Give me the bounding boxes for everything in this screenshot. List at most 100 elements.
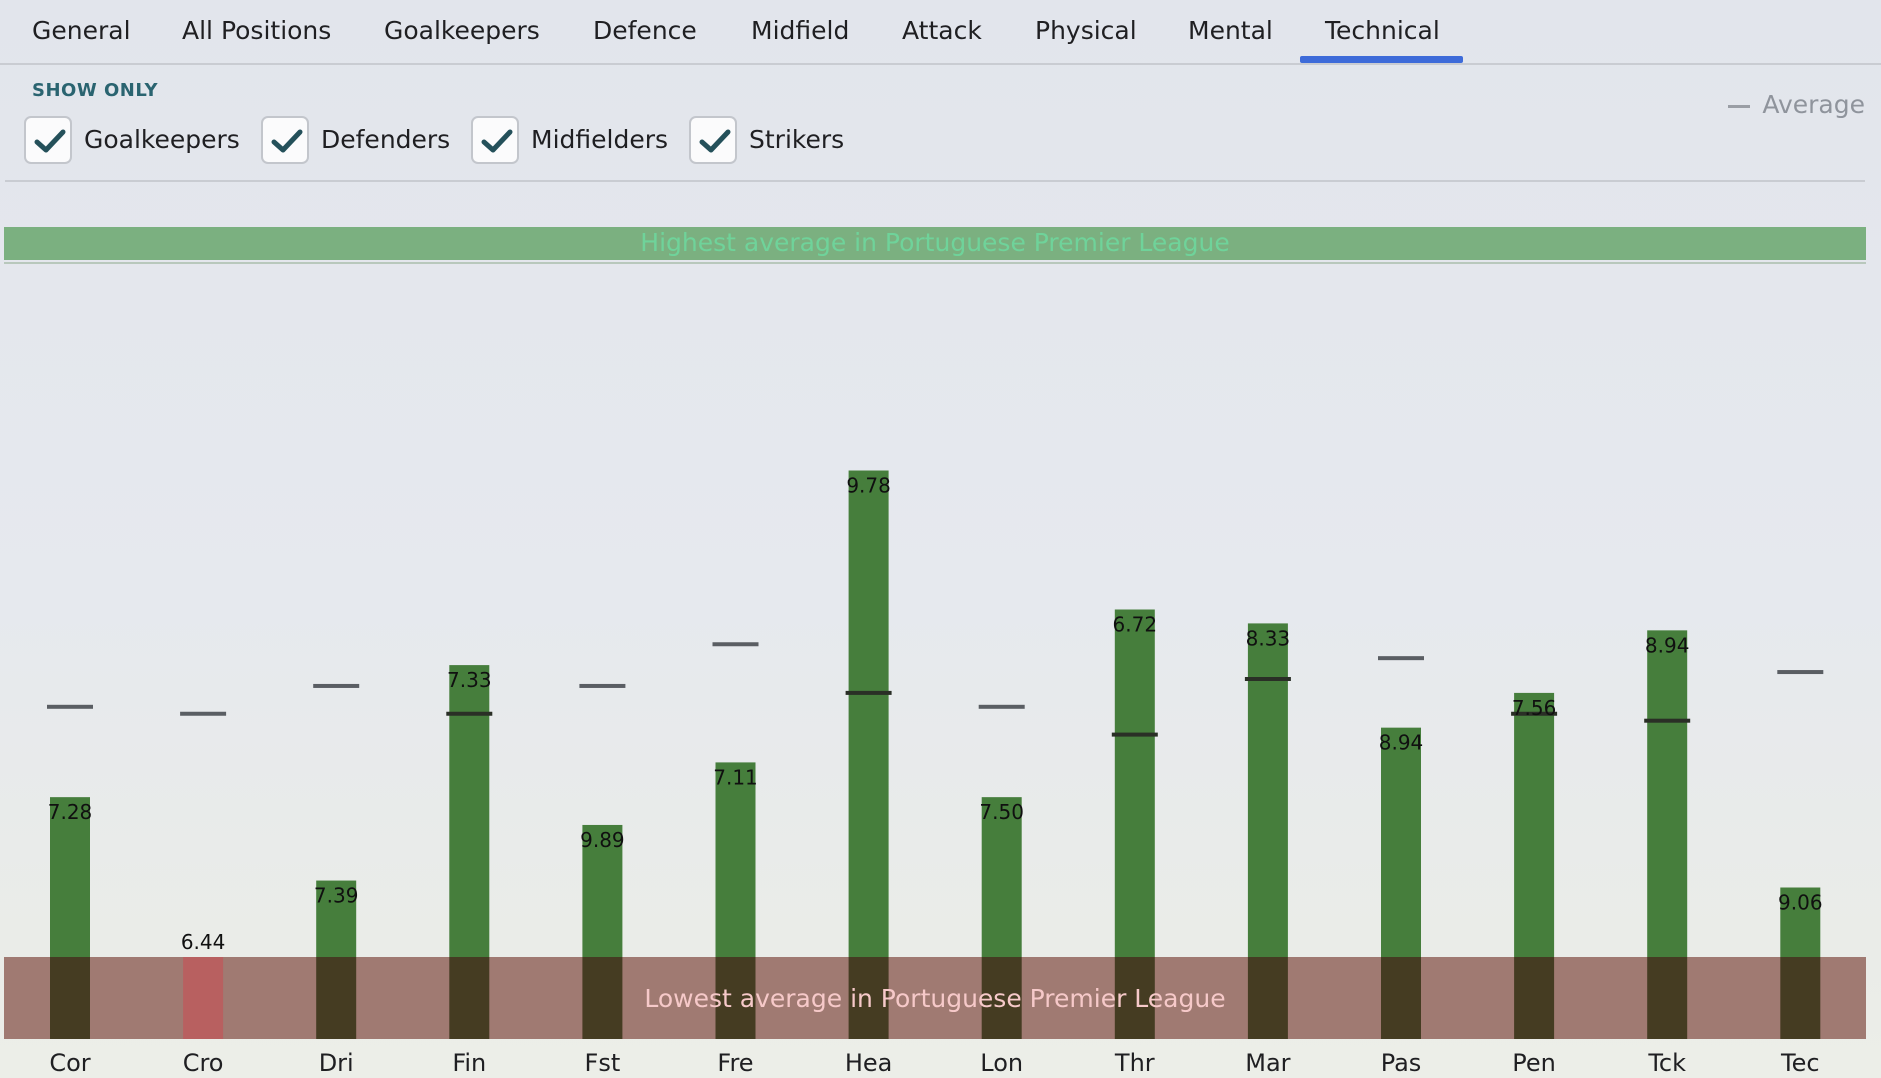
bar-dri[interactable] bbox=[316, 880, 357, 957]
tab-technical[interactable]: Technical bbox=[1300, 0, 1463, 63]
midfielders-checkbox[interactable] bbox=[471, 116, 519, 164]
average-legend: Average bbox=[1728, 90, 1865, 119]
strikers-checkbox[interactable] bbox=[689, 116, 737, 164]
tab-defence[interactable]: Defence bbox=[593, 16, 697, 45]
average-marker-dri bbox=[313, 683, 360, 688]
bars-group bbox=[50, 470, 1821, 1039]
bar-base-thr bbox=[1114, 957, 1155, 1039]
bar-pen[interactable] bbox=[1514, 692, 1555, 957]
average-marker-pen bbox=[1511, 711, 1558, 716]
high-band bbox=[4, 227, 1866, 260]
tab-mental[interactable]: Mental bbox=[1188, 16, 1273, 45]
value-label-tck: 8.94 bbox=[1645, 633, 1690, 657]
high-band-label: Highest average in Portuguese Premier Le… bbox=[640, 228, 1229, 257]
checkmark-icon bbox=[34, 129, 66, 153]
low-band-label: Lowest average in Portuguese Premier Lea… bbox=[644, 984, 1225, 1013]
average-marker-lon bbox=[978, 704, 1025, 709]
filter-label: Strikers bbox=[749, 125, 845, 154]
category-label-cro: Cro bbox=[183, 1049, 224, 1077]
bar-base-tec bbox=[1780, 957, 1821, 1039]
average-marker-hea bbox=[845, 690, 892, 695]
value-label-hea: 9.78 bbox=[846, 474, 891, 498]
category-label-tck: Tck bbox=[1647, 1049, 1686, 1077]
bar-base-mar bbox=[1247, 957, 1288, 1039]
tab-midfield[interactable]: Midfield bbox=[751, 16, 850, 45]
category-label-fin: Fin bbox=[452, 1049, 486, 1077]
average-marker-tck bbox=[1644, 718, 1691, 723]
filter-label: Defenders bbox=[321, 125, 451, 154]
divider bbox=[5, 180, 1865, 182]
bar-base-pen bbox=[1514, 957, 1555, 1039]
value-label-lon: 7.50 bbox=[979, 800, 1024, 824]
bar-fre[interactable] bbox=[715, 762, 756, 957]
checkmark-icon bbox=[699, 129, 731, 153]
bar-base-fst bbox=[582, 957, 623, 1039]
bar-base-pas bbox=[1381, 957, 1421, 1039]
category-label-pen: Pen bbox=[1512, 1049, 1556, 1077]
category-label-hea: Hea bbox=[845, 1049, 893, 1077]
category-label-cor: Cor bbox=[49, 1049, 90, 1077]
category-label-fst: Fst bbox=[585, 1049, 621, 1077]
average-legend-label: Average bbox=[1762, 90, 1865, 119]
average-marker-cro bbox=[180, 711, 227, 716]
bar-base-tck bbox=[1647, 957, 1688, 1039]
value-label-pen: 7.56 bbox=[1512, 696, 1557, 720]
value-label-cro: 6.44 bbox=[181, 930, 226, 954]
bar-base-fre bbox=[715, 957, 756, 1039]
bar-tec[interactable] bbox=[1780, 887, 1821, 958]
tab-all-positions[interactable]: All Positions bbox=[182, 16, 332, 45]
checkmark-icon bbox=[481, 129, 513, 153]
bar-mar[interactable] bbox=[1247, 623, 1288, 957]
category-label-mar: Mar bbox=[1245, 1049, 1290, 1077]
value-label-fst: 9.89 bbox=[580, 828, 625, 852]
average-marker-thr bbox=[1111, 732, 1158, 737]
value-label-tec: 9.06 bbox=[1778, 891, 1823, 915]
value-label-thr: 6.72 bbox=[1113, 613, 1158, 637]
bar-base-hea bbox=[848, 957, 889, 1039]
bar-thr[interactable] bbox=[1114, 609, 1155, 958]
value-label-mar: 8.33 bbox=[1246, 626, 1291, 650]
average-marker-fst bbox=[579, 683, 626, 688]
average-marker-cor bbox=[47, 704, 93, 709]
bar-pas[interactable] bbox=[1381, 727, 1421, 957]
goalkeepers-checkbox[interactable] bbox=[24, 116, 72, 164]
average-marker-fre bbox=[712, 642, 759, 647]
value-label-fre: 7.11 bbox=[713, 765, 758, 789]
bar-hea[interactable] bbox=[848, 470, 889, 958]
tab-physical[interactable]: Physical bbox=[1035, 16, 1137, 45]
bar-lon[interactable] bbox=[981, 797, 1022, 957]
category-label-lon: Lon bbox=[980, 1049, 1023, 1077]
category-labels-group: Cor Cro Dri Fin Fst Fre Hea Lon Thr Mar Pas Pen Tck T… bbox=[49, 1049, 1819, 1077]
value-labels-group: 7.28 6.44 7.39 7.33 9.89 7.11 9.78 7.50 6.72 8.33… bbox=[48, 474, 1823, 955]
tab-general[interactable]: General bbox=[32, 16, 131, 45]
bar-fin[interactable] bbox=[449, 665, 490, 957]
average-line-icon bbox=[1728, 104, 1751, 108]
checkmark-icon bbox=[271, 129, 303, 153]
average-marker-pas bbox=[1378, 656, 1424, 661]
bar-base-cro bbox=[183, 957, 224, 1039]
category-label-dri: Dri bbox=[319, 1049, 354, 1077]
bar-base-fin bbox=[449, 957, 490, 1039]
bar-cor[interactable] bbox=[50, 797, 90, 957]
tab-goalkeepers[interactable]: Goalkeepers bbox=[384, 16, 540, 45]
tab-attack[interactable]: Attack bbox=[902, 16, 982, 45]
value-label-fin: 7.33 bbox=[447, 668, 492, 692]
filter-label: Midfielders bbox=[531, 125, 669, 154]
show-only-heading: SHOW ONLY bbox=[32, 80, 159, 101]
bar-tck[interactable] bbox=[1647, 630, 1688, 957]
defenders-checkbox[interactable] bbox=[261, 116, 309, 164]
value-label-cor: 7.28 bbox=[48, 800, 93, 824]
category-label-tec: Tec bbox=[1780, 1049, 1820, 1077]
filter-label: Goalkeepers bbox=[84, 125, 240, 154]
bar-base-dri bbox=[316, 957, 357, 1039]
average-marker-fin bbox=[446, 711, 493, 716]
bar-base-lon bbox=[981, 957, 1022, 1039]
averages-group bbox=[47, 642, 1824, 737]
category-label-fre: Fre bbox=[717, 1049, 753, 1077]
category-label-pas: Pas bbox=[1381, 1049, 1422, 1077]
value-label-dri: 7.39 bbox=[314, 884, 359, 908]
tab-bar: General All Positions Goalkeepers Defenc… bbox=[0, 0, 1881, 65]
bar-fst[interactable] bbox=[582, 824, 623, 957]
low-band bbox=[4, 957, 1866, 1039]
